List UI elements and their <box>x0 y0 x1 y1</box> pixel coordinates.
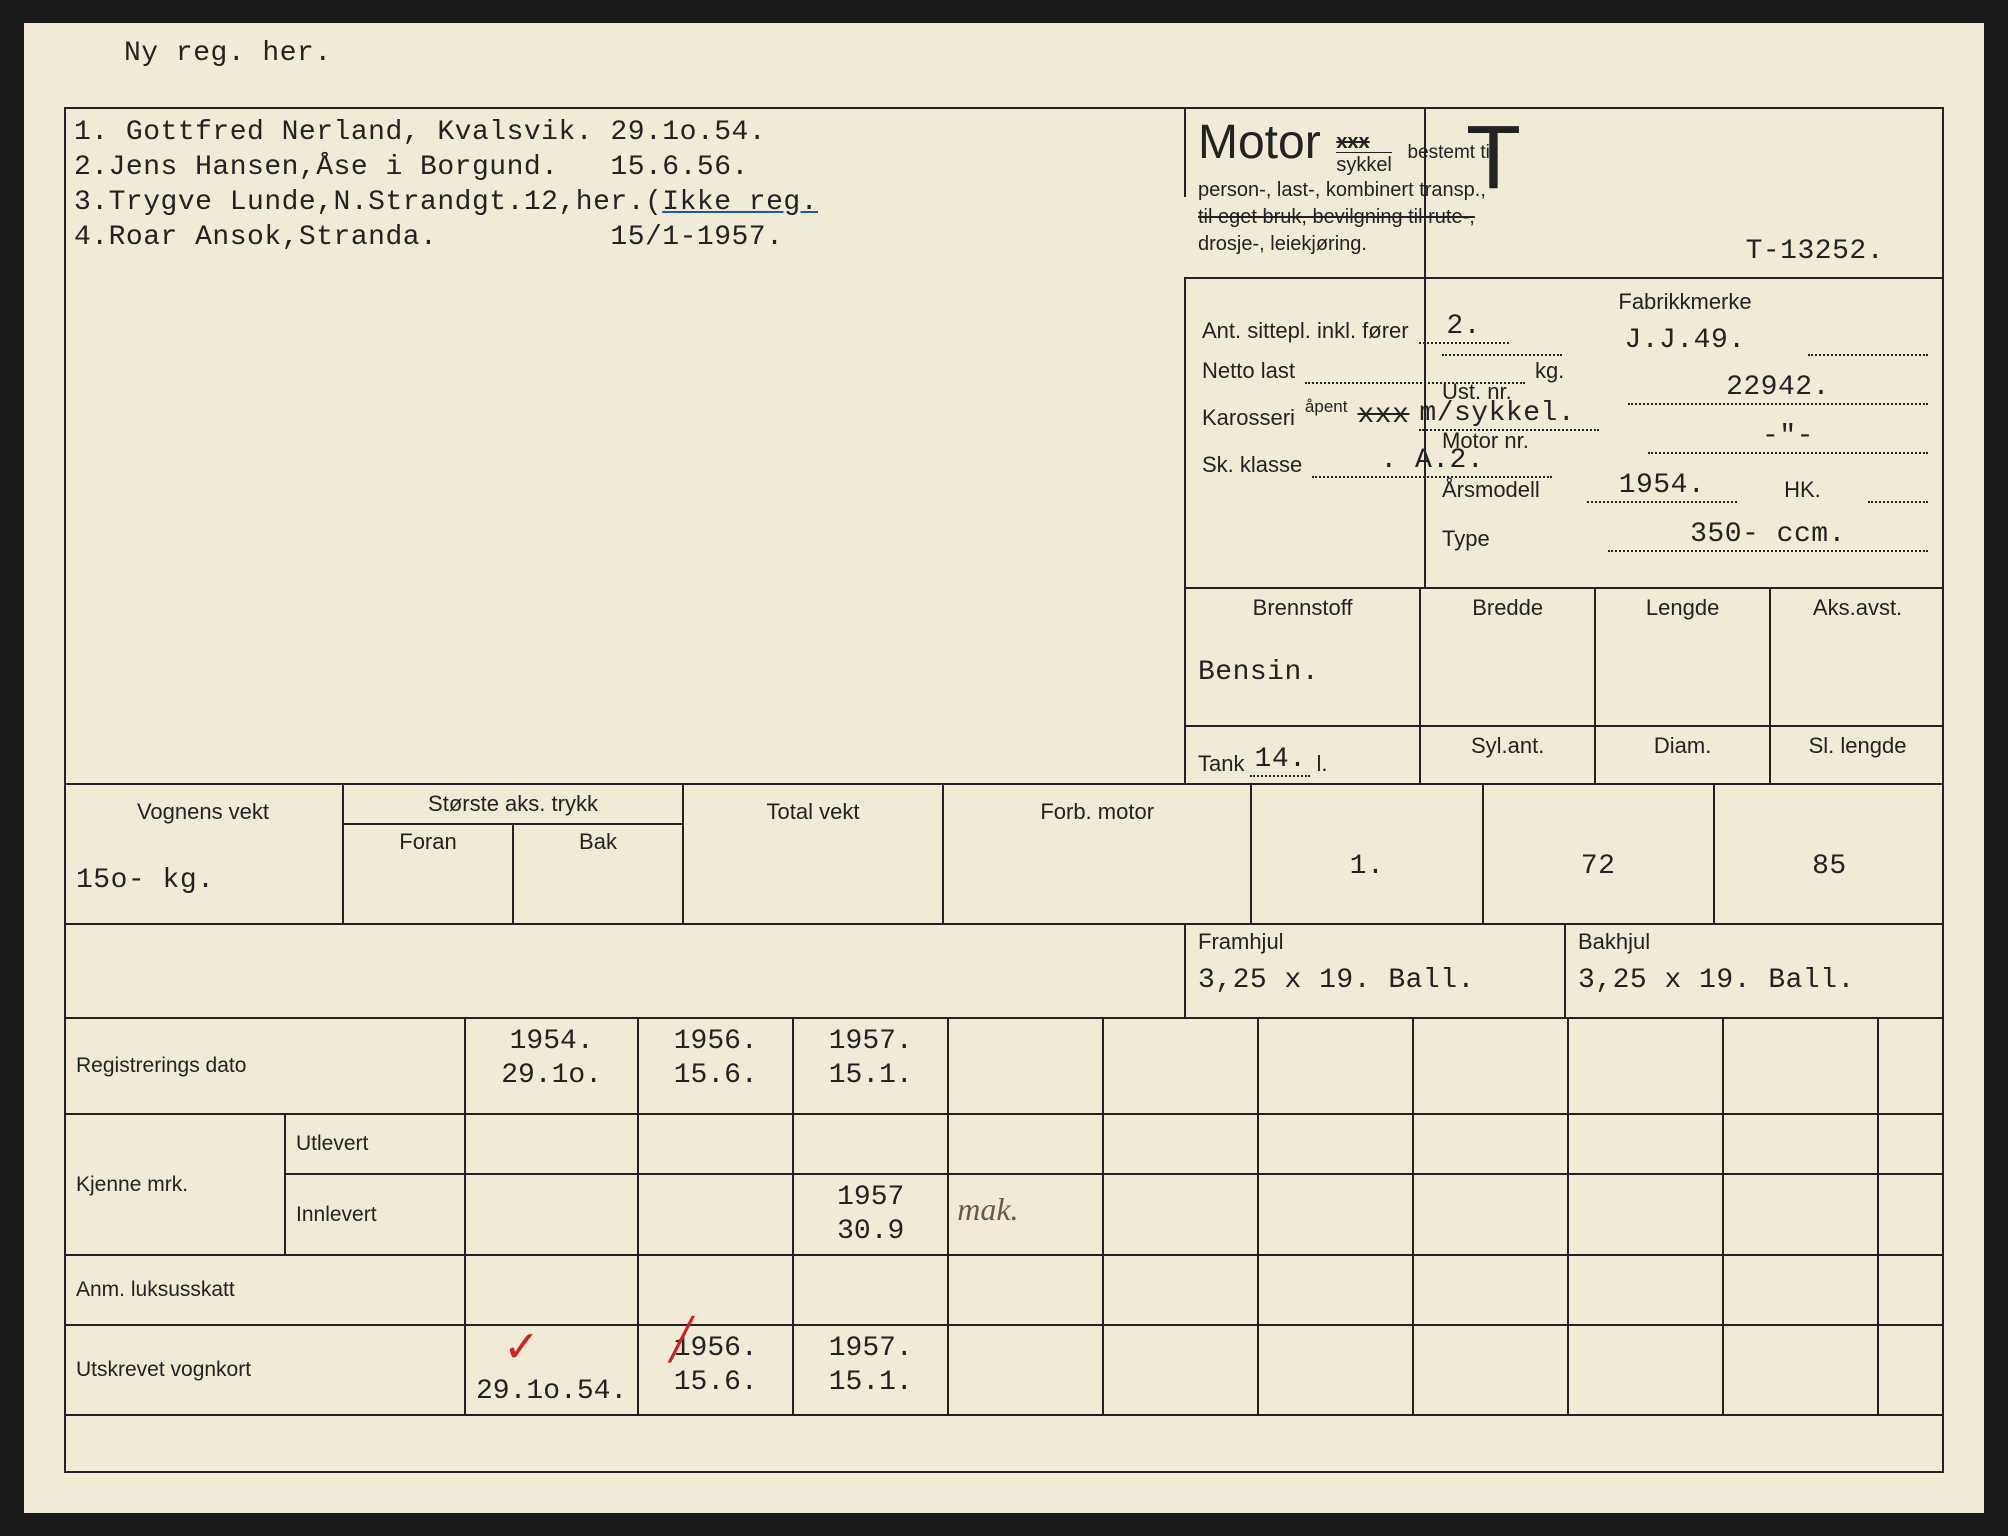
owners-block: 1. Gottfred Nerland, Kvalsvik. 29.1o.54.… <box>74 113 1144 257</box>
cell-text: 1956. <box>674 1026 758 1057</box>
utskr-label: Utskrevet vognkort <box>65 1325 465 1415</box>
brennstoff-label: Brennstoff <box>1198 595 1407 621</box>
netto-unit: kg. <box>1535 358 1564 384</box>
tank-row: Tank 14. l. Syl.ant. Diam. Sl. lengde <box>1184 725 1944 783</box>
kjenne-label: Kjenne mrk. <box>65 1114 285 1255</box>
bak-label: Bak <box>514 825 682 865</box>
cell-text: 15.1. <box>829 1060 913 1091</box>
utskr-cell: ✓ 29.1o.54. <box>465 1325 638 1415</box>
header-note: Ny reg. her. <box>124 38 332 69</box>
tank-value: 14. <box>1250 744 1310 777</box>
innlevert-cell: 195730.9 <box>793 1174 948 1255</box>
vognens-value: 15o- kg. <box>76 865 330 896</box>
vekt-blank <box>64 923 1184 1017</box>
utskr-label-text: Utskrevet vognkort <box>76 1358 251 1381</box>
reg-dato-cell: 1956.15.6. <box>638 1018 793 1114</box>
red-checkmark-icon: ✓ <box>506 1320 536 1380</box>
hk-value <box>1868 501 1928 503</box>
bakhjul-label: Bakhjul <box>1578 929 1932 955</box>
bredde-label: Bredde <box>1421 589 1596 725</box>
motor-sykkel: sykkel <box>1336 152 1392 176</box>
sk-value: . A.2. <box>1312 445 1552 478</box>
utskr-cell: 1957.15.1. <box>793 1325 948 1415</box>
brennstoff-value: Bensin. <box>1198 657 1407 688</box>
utskr-cell: ╱ 1956.15.6. <box>638 1325 793 1415</box>
owner-note: Ikke reg. <box>662 187 818 218</box>
innlevert-label: Innlevert <box>285 1174 465 1255</box>
red-strike-icon: ╱ <box>669 1320 693 1368</box>
framhjul-label: Framhjul <box>1198 929 1552 955</box>
t-letter: T <box>1466 107 1521 210</box>
syl-value: 1. <box>1258 851 1475 882</box>
owner-text: 3.Trygve Lunde,N.Strandgt.12,her.( <box>74 187 662 218</box>
tank-label: Tank <box>1198 751 1244 777</box>
cell-text: 29.1o.54. <box>476 1376 627 1407</box>
registration-box: T T-13252. <box>1424 107 1944 277</box>
owner-line: 4.Roar Ansok,Stranda. 15/1-1957. <box>74 222 1144 253</box>
bottom-grid: Registrerings dato 1954.29.1o. 1956.15.6… <box>64 1017 1944 1416</box>
total-label: Total vekt <box>696 799 930 825</box>
foran-label: Foran <box>344 825 514 865</box>
storste-label: Største aks. trykk <box>344 785 682 825</box>
handwritten-note: mak. <box>957 1191 1018 1228</box>
vognens-label: Vognens vekt <box>76 799 330 825</box>
sittepl-label: Ant. sittepl. inkl. fører <box>1202 318 1409 344</box>
aksavst-label: Aks.avst. <box>1771 589 1944 725</box>
motor-nr-value: -"- <box>1648 421 1928 454</box>
spec-mid-column: Ant. sittepl. inkl. fører 2. Netto last … <box>1184 277 1662 587</box>
cell-text: 1954. <box>510 1026 594 1057</box>
registration-card: Ny reg. her. 1. Gottfred Nerland, Kvalsv… <box>24 23 1984 1513</box>
forb-label: Forb. motor <box>956 799 1238 825</box>
sittepl-value: 2. <box>1419 311 1509 344</box>
netto-value <box>1305 382 1525 384</box>
karosseri-value: m/sykkel. <box>1419 398 1599 431</box>
motor-xxx: xxx <box>1336 131 1369 153</box>
cell-text: 30.9 <box>837 1216 904 1247</box>
owner-line: 1. Gottfred Nerland, Kvalsvik. 29.1o.54. <box>74 117 1144 148</box>
syl-label: Syl.ant. <box>1421 727 1596 783</box>
sl-label: Sl. lengde <box>1771 727 1944 783</box>
owner-line: 3.Trygve Lunde,N.Strandgt.12,her.(Ikke r… <box>74 187 1144 218</box>
hk-label: HK. <box>1784 477 1821 503</box>
karosseri-label: Karosseri <box>1202 405 1295 431</box>
framhjul-value: 3,25 x 19. Ball. <box>1198 965 1552 996</box>
tank-unit: l. <box>1316 751 1327 777</box>
cell-text: 15.6. <box>674 1060 758 1091</box>
utlevert-label: Utlevert <box>285 1114 465 1174</box>
ust-value: 22942. <box>1628 372 1928 405</box>
bbla-row: Brennstoff Bensin. Bredde Lengde Aks.avs… <box>1184 587 1944 725</box>
reg-dato-cell: 1954.29.1o. <box>465 1018 638 1114</box>
sk-label: Sk. klasse <box>1202 452 1302 478</box>
cell-text: 1957. <box>829 1026 913 1057</box>
anm-label: Anm. luksusskatt <box>65 1255 465 1325</box>
reg-dato-cell: 1957.15.1. <box>793 1018 948 1114</box>
diam-label: Diam. <box>1596 727 1771 783</box>
cell-text: 1957.15.1. <box>829 1333 913 1398</box>
cell-text: 29.1o. <box>501 1060 602 1091</box>
lengde-label: Lengde <box>1596 589 1771 725</box>
hjul-row: Framhjul 3,25 x 19. Ball. Bakhjul 3,25 x… <box>1184 923 1944 1017</box>
motor-sub: xxx sykkel <box>1336 131 1392 177</box>
registration-number: T-13252. <box>1746 236 1884 267</box>
bak-value <box>514 865 682 923</box>
karosseri-xxx: xxx <box>1357 400 1409 431</box>
reg-dato-label: Registrerings dato <box>65 1018 465 1114</box>
diam-value: 72 <box>1490 851 1707 882</box>
foran-value <box>344 865 514 923</box>
cell-text: 1957 <box>837 1182 904 1213</box>
vekt-row: Vognens vekt 15o- kg. Største aks. trykk… <box>64 783 1944 923</box>
sl-value: 85 <box>1721 851 1938 882</box>
motor-title: Motor <box>1198 116 1321 169</box>
netto-label: Netto last <box>1202 358 1295 384</box>
owner-line: 2.Jens Hansen,Åse i Borgund. 15.6.56. <box>74 152 1144 183</box>
bakhjul-value: 3,25 x 19. Ball. <box>1578 965 1932 996</box>
apent-label: åpent <box>1305 397 1348 417</box>
